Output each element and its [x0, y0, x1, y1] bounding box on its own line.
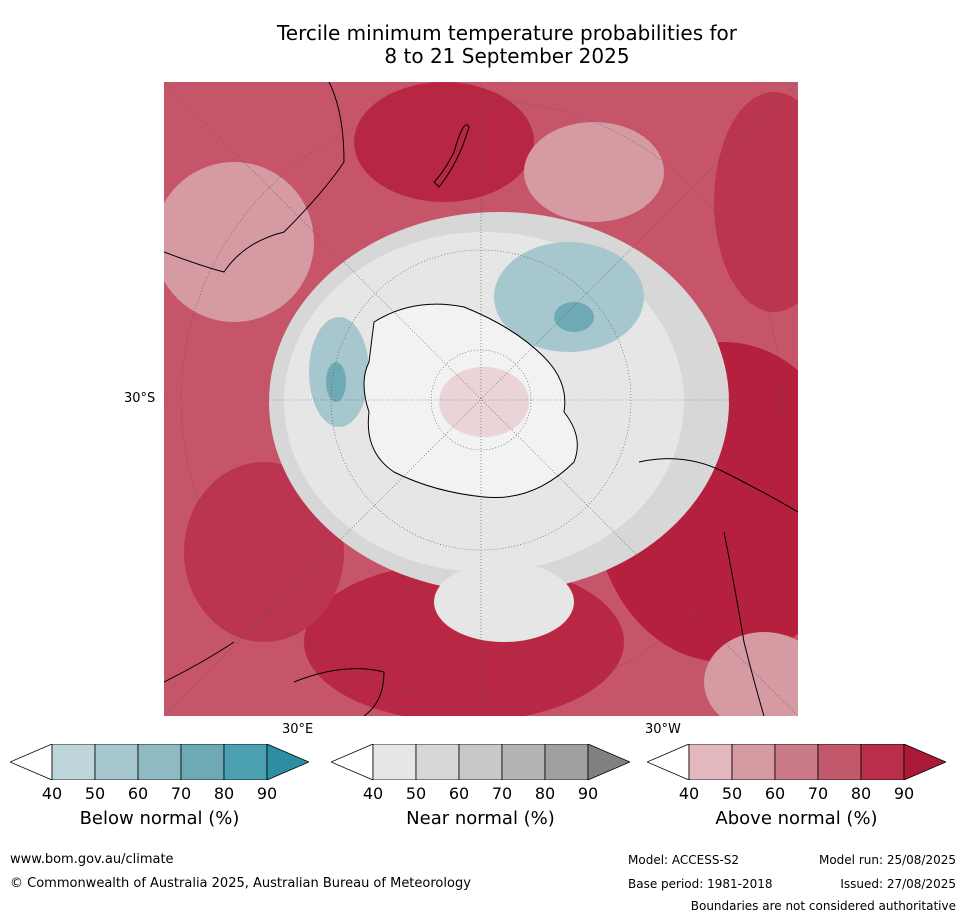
below-normal-region	[554, 302, 594, 332]
near-normal-colorbar: 40 50 60 70 80 90 Near normal (%)	[331, 744, 630, 829]
colorbar-tick-label: 70	[807, 784, 829, 803]
colorbar-tick-label: 60	[764, 784, 786, 803]
base-period-text: Base period: 1981-2018	[628, 877, 773, 891]
near-normal-region	[439, 367, 529, 437]
colorbar-low-extend	[10, 744, 53, 780]
colorbar-caption: Near normal (%)	[406, 808, 555, 829]
colorbar-high-extend	[903, 744, 946, 780]
graticule	[163, 81, 799, 717]
longitude-label-east: 30°E	[282, 722, 314, 737]
below-normal-colorbar: 40 50 60 70 80 90 Below normal (%)	[10, 744, 309, 829]
colorbar-tick-label: 50	[721, 784, 743, 803]
colorbar-segment	[688, 744, 733, 780]
colorbar-tick-label: 50	[405, 784, 427, 803]
colorbar-segment	[458, 744, 503, 780]
colorbar-segment	[51, 744, 96, 780]
australia-coastline	[163, 81, 345, 273]
colorbar-tick-label: 80	[534, 784, 556, 803]
colorbar-low-extend	[331, 744, 374, 780]
colorbar-tick-label: 40	[41, 784, 63, 803]
colorbar-segment	[223, 744, 268, 780]
colorbar-segment	[137, 744, 182, 780]
issued-text: Issued: 27/08/2025	[840, 877, 956, 891]
colorbar-segment	[860, 744, 905, 780]
colorbar-high-extend	[266, 744, 309, 780]
colorbar-tick-label: 90	[256, 784, 278, 803]
colorbar-segment	[544, 744, 589, 780]
south-america-coastline	[638, 458, 799, 717]
colorbar-tick-label: 60	[448, 784, 470, 803]
below-normal-region	[326, 362, 346, 402]
colorbar-tick-label: 40	[678, 784, 700, 803]
probability-map	[154, 81, 854, 732]
colorbar-segment	[94, 744, 139, 780]
colorbar-low-extend	[647, 744, 690, 780]
title-line-1: Tercile minimum temperature probabilitie…	[276, 21, 738, 45]
above-normal-region	[154, 162, 314, 322]
colorbar-segment	[731, 744, 776, 780]
map-canvas	[154, 81, 854, 732]
colorbar-tick-label: 40	[362, 784, 384, 803]
colorbar-segment	[415, 744, 460, 780]
copyright-text: © Commonwealth of Australia 2025, Austra…	[10, 876, 471, 891]
colorbar-tick-label: 50	[84, 784, 106, 803]
latitude-label: 30°S	[124, 391, 156, 406]
colorbar-svg	[647, 744, 946, 780]
colorbar-segment	[817, 744, 862, 780]
model-run-text: Model run: 25/08/2025	[818, 853, 956, 867]
above-normal-region	[524, 122, 664, 222]
model-text: Model: ACCESS-S2	[628, 853, 740, 867]
near-normal-region	[434, 562, 574, 642]
colorbar-segment	[180, 744, 225, 780]
above-normal-region	[184, 462, 344, 642]
colorbar-caption: Above normal (%)	[715, 808, 878, 829]
colorbar-tick-label: 80	[213, 784, 235, 803]
colorbar-segment	[774, 744, 819, 780]
africa-coastline	[163, 641, 385, 717]
above-normal-region	[354, 82, 534, 202]
colorbar-segment	[372, 744, 417, 780]
disclaimer-text: Boundaries are not considered authoritat…	[690, 899, 956, 913]
colorbar-svg	[10, 744, 309, 780]
below-normal-region	[494, 242, 644, 352]
colorbar-tick-label: 70	[491, 784, 513, 803]
colorbar-tick-label: 70	[170, 784, 192, 803]
above-normal-region	[704, 632, 824, 732]
map-title: Tercile minimum temperature probabilitie…	[164, 22, 850, 68]
colorbar-caption: Below normal (%)	[79, 808, 240, 829]
colorbar-high-extend	[587, 744, 630, 780]
colorbar-tick-label: 80	[850, 784, 872, 803]
colorbar-segment	[501, 744, 546, 780]
colorbar-tick-label: 60	[127, 784, 149, 803]
longitude-label-west: 30°W	[645, 722, 681, 737]
website-link[interactable]: www.bom.gov.au/climate	[10, 852, 174, 867]
title-line-2: 8 to 21 September 2025	[384, 44, 630, 68]
new-zealand-coastline	[433, 124, 470, 188]
colorbar-tick-label: 90	[893, 784, 915, 803]
colorbar-svg	[331, 744, 630, 780]
colorbar-tick-label: 90	[577, 784, 599, 803]
above-normal-colorbar: 40 50 60 70 80 90 Above normal (%)	[647, 744, 946, 829]
